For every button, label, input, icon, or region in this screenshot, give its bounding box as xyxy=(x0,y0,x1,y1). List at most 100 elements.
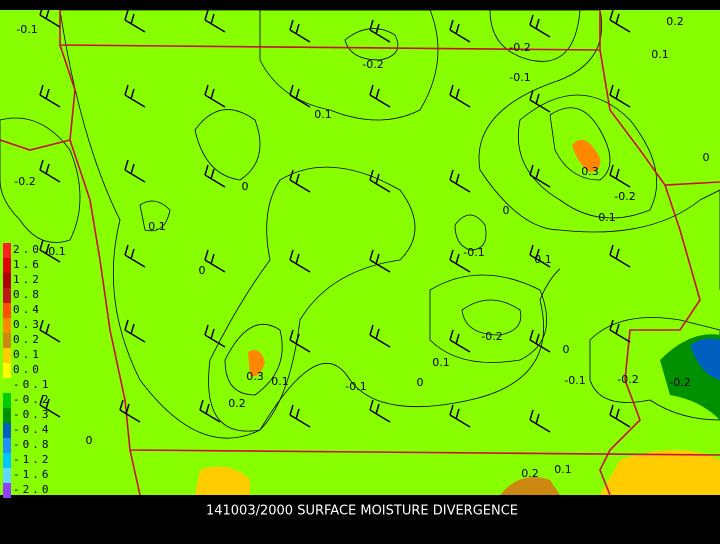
wind-barb xyxy=(369,84,391,108)
legend: 2.0 1.6 1.2 0.8 0.4 0.3 0.2 0.1 0.0 -0.1 -0.2 -0.3 -… xyxy=(3,243,52,498)
wind-barb xyxy=(204,249,226,273)
legend-swatch xyxy=(3,318,11,333)
legend-label: -1.6 xyxy=(13,468,52,481)
contour-label: 0.1 xyxy=(598,211,616,224)
field-base xyxy=(0,10,720,495)
legend-swatch xyxy=(3,378,11,393)
wind-barb xyxy=(204,84,226,108)
contour-label: -0.1 xyxy=(345,380,366,393)
wind-barb xyxy=(529,164,551,188)
zone-pos2 xyxy=(224,323,283,396)
caption: 141003/2000 SURFACE MOISTURE DIVERGENCE xyxy=(206,504,518,519)
zone-pos xyxy=(208,166,416,432)
zone-neg2 xyxy=(454,214,487,251)
legend-label: -1.2 xyxy=(13,453,52,466)
zone-neg2 xyxy=(0,117,81,243)
wind-barb xyxy=(39,4,61,28)
contour-label: -0.2 xyxy=(362,58,383,71)
legend-label: -0.3 xyxy=(13,408,52,421)
wind-barb xyxy=(289,329,311,353)
state-borders xyxy=(0,10,720,496)
contour-label: 0 xyxy=(417,376,424,389)
wind-barb xyxy=(289,19,311,43)
zone-pos xyxy=(195,466,250,495)
border xyxy=(599,184,701,496)
wind-barb xyxy=(609,9,631,33)
legend-swatch xyxy=(3,453,11,468)
wind-barb xyxy=(39,394,61,418)
contour-label: -0.1 xyxy=(16,23,37,36)
contour-label: 0.1 xyxy=(432,356,450,369)
border xyxy=(59,44,720,456)
wind-barb xyxy=(369,249,391,273)
legend-swatch xyxy=(3,408,11,423)
legend-label: -0.2 xyxy=(13,393,52,406)
wind-barb xyxy=(609,404,631,428)
legend-label: 0.8 xyxy=(13,288,42,301)
legend-swatch xyxy=(3,393,11,408)
zone-pos3 xyxy=(572,139,601,172)
border xyxy=(599,49,720,186)
contour-label: 0 xyxy=(199,264,206,277)
wind-barb xyxy=(119,399,141,423)
contour-label: -0.2 xyxy=(617,373,638,386)
contour-label: 0 xyxy=(503,204,510,217)
wind-barb xyxy=(529,329,551,353)
contour-label: -0.2 xyxy=(14,175,35,188)
wind-barb xyxy=(609,319,631,343)
legend-swatch xyxy=(3,243,11,258)
legend-label: 0.4 xyxy=(13,303,42,316)
wind-barb xyxy=(529,244,551,268)
contour-label: -0.2 xyxy=(614,190,635,203)
zone-pos xyxy=(139,200,171,232)
zone-pos xyxy=(429,274,547,363)
legend-swatch xyxy=(3,303,11,318)
legend-label: 1.6 xyxy=(13,258,42,271)
legend-swatch xyxy=(3,258,11,273)
legend-swatch xyxy=(3,423,11,438)
contour-label: 0 xyxy=(86,434,93,447)
wind-barb xyxy=(204,324,226,348)
contour-labels: -0.1 -0.2 -0.2 -0.1 0.2 0.1 0.1 -0.2 0 0.3 -0.2 0.1… xyxy=(14,15,709,480)
legend-swatch xyxy=(3,333,11,348)
border xyxy=(129,449,141,496)
legend-label: 0.1 xyxy=(13,348,42,361)
legend-label: -0.1 xyxy=(13,378,52,391)
zone-zero xyxy=(59,9,720,439)
legend-label: -2.0 xyxy=(13,483,52,496)
wind-barb xyxy=(449,169,471,193)
contour-label: 0.1 xyxy=(314,108,332,121)
wind-barbs xyxy=(39,4,631,433)
contour-label: -0.1 xyxy=(463,246,484,259)
contour-label: 0 xyxy=(242,180,249,193)
zone-pos xyxy=(600,450,720,495)
contour-label: 0.3 xyxy=(581,165,599,178)
legend-label: 2.0 xyxy=(13,243,42,256)
wind-barb xyxy=(39,239,61,263)
wind-barb xyxy=(449,329,471,353)
zone-pos3 xyxy=(248,349,265,377)
contour-label: -0.1 xyxy=(509,71,530,84)
wind-barb xyxy=(369,169,391,193)
legend-label: -0.8 xyxy=(13,438,52,451)
wind-barb xyxy=(39,319,61,343)
border xyxy=(59,10,601,51)
contour-label: 0.2 xyxy=(666,15,684,28)
zone-pos2 xyxy=(549,107,611,181)
wind-barb xyxy=(369,19,391,43)
zone-neg4 xyxy=(690,338,720,380)
zone-pos2 xyxy=(500,477,560,495)
contour-label: 0.2 xyxy=(521,467,539,480)
contour-label: -0.1 xyxy=(564,374,585,387)
contour-label: 0.1 xyxy=(554,463,572,476)
legend-label: 0.2 xyxy=(13,333,42,346)
legend-label: 0.0 xyxy=(13,363,42,376)
wind-barb xyxy=(529,409,551,433)
zone-neg xyxy=(194,109,261,181)
contour-label: 0.3 xyxy=(246,370,264,383)
legend-label: -0.4 xyxy=(13,423,52,436)
legend-swatch xyxy=(3,483,11,498)
zone-pos xyxy=(517,94,658,219)
wind-barb xyxy=(449,84,471,108)
